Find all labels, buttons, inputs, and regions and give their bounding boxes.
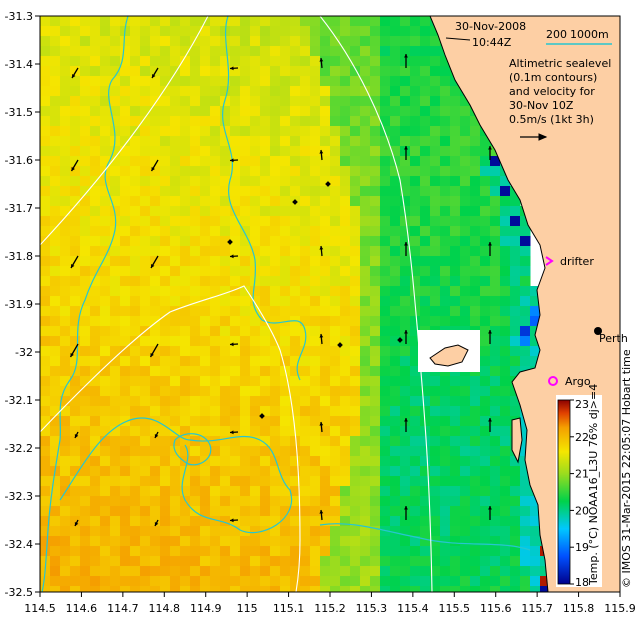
colorbar-tick-label: 21 [575,468,589,481]
y-tick-label: -32.2 [5,442,33,455]
y-tick-label: -31.5 [5,106,33,119]
y-tick-label: -32.1 [5,394,33,407]
x-tick-label: 115.8 [563,602,595,615]
legend-arrow [520,133,548,141]
x-tick-label: 114.9 [190,602,222,615]
colorbar-gradient [557,399,571,585]
x-tick-label: 115 [237,602,258,615]
colorbar-tick-label: 19 [575,541,589,554]
city-label: Perth [599,332,628,345]
x-tick-label: 115.3 [356,602,388,615]
scale-label-1000: 1000m [570,28,609,41]
sst-field [40,16,551,592]
colorbar-tick-label: 22 [575,431,589,444]
x-tick-label: 115.6 [480,602,512,615]
sealevel-contours [41,16,531,592]
drifter-marker [545,256,554,266]
legend-line-1: (0.1m contours) [509,71,597,84]
bathymetry-lines [40,16,433,592]
x-tick-label: 115.9 [604,602,636,615]
scale-label-200: 200 [546,28,567,41]
x-tick-label: 114.7 [107,602,139,615]
x-axis-ticks: 114.5 114.6 114.7 114.8 114.9 115 115.1 115.2 11… [24,592,636,615]
argo-marker [548,376,558,386]
legend-line-4: 0.5m/s (1kt 3h) [509,113,594,126]
y-tick-label: -32.5 [5,586,33,599]
colorbar-tick-label: 18 [575,576,589,589]
x-tick-label: 115.5 [439,602,471,615]
y-tick-label: -32.4 [5,538,33,551]
datetime-pointer [445,37,471,41]
x-tick-label: 114.5 [24,602,56,615]
x-tick-label: 114.8 [149,602,181,615]
legend-line-0: Altimetric sealevel [509,57,611,70]
y-tick-label: -32 [15,346,33,359]
legend-line-3: 30-Nov 10Z [509,99,574,112]
x-tick-label: 115.1 [273,602,305,615]
y-tick-label: -31.3 [5,10,33,23]
credit-text: © IMOS 31-Mar-2015 22:05:07 Hobart time [620,349,633,588]
garden-island [511,417,523,464]
colorbar-tick-label: 23 [575,398,589,411]
datetime-line1: 30-Nov-2008 [455,20,526,33]
x-tick-label: 115.2 [314,602,346,615]
legend-line-2: and velocity for [509,85,595,98]
y-tick-label: -31.6 [5,154,33,167]
y-tick-label: -32.3 [5,490,33,503]
x-tick-label: 115.7 [521,602,553,615]
argo-label: Argo [565,375,591,388]
y-tick-label: -31.9 [5,298,33,311]
colorbar-title: Temp. (°C) NOAA16_L3U 76% dj>=4 [587,384,600,586]
y-tick-label: -31.4 [5,58,33,71]
legend-text: Altimetric sealevel (0.1m contours) and … [509,57,611,126]
colorbar-tick-label: 20 [575,504,589,517]
y-tick-label: -31.8 [5,250,33,263]
y-axis-ticks: -31.3 -31.4 -31.5 -31.6 -31.7 -31.8 -31.9 -32 -3… [5,10,40,599]
datetime-line2: 10:44Z [472,36,512,49]
drifter-label: drifter [560,255,594,268]
city-marker [594,327,602,335]
y-tick-label: -31.7 [5,202,33,215]
x-tick-label: 114.6 [66,602,98,615]
rottnest-island-outline [429,344,469,367]
x-tick-label: 115.4 [397,602,429,615]
velocity-arrows [69,54,492,527]
colorbar-ticks: 18 19 20 21 22 23 [570,398,589,589]
